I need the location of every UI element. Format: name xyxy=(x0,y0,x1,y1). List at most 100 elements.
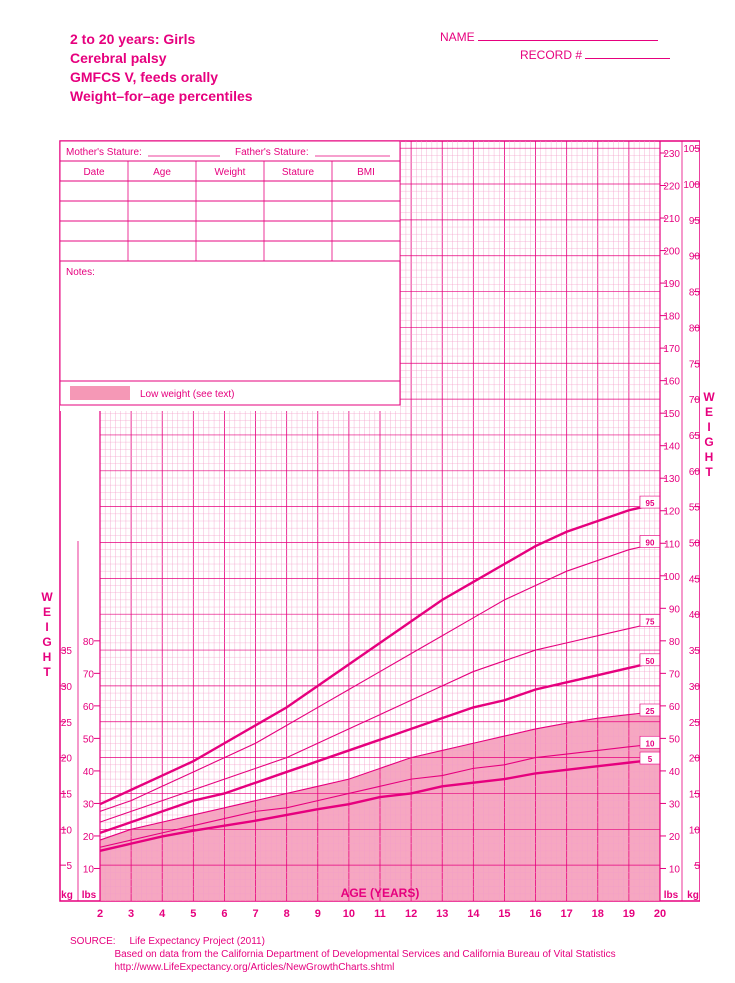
title-line-2: Cerebral palsy xyxy=(70,49,253,68)
right-lbs-label-230: 230 xyxy=(663,149,680,160)
right-kg-label-50: 50 xyxy=(689,539,700,550)
legend-label: Low weight (see text) xyxy=(140,389,235,400)
right-kg-label-60: 60 xyxy=(689,467,700,478)
right-kg-label-85: 85 xyxy=(689,288,700,299)
x-tick-5: 5 xyxy=(190,908,196,920)
right-kg-label-55: 55 xyxy=(689,503,700,514)
left-lbs-label-50: 50 xyxy=(83,734,95,745)
right-lbs-label-90: 90 xyxy=(669,604,681,615)
name-blank-line[interactable] xyxy=(478,31,658,41)
right-kg-label-95: 95 xyxy=(689,216,700,227)
source-line-2: Based on data from the California Depart… xyxy=(114,949,615,960)
right-kg-label-30: 30 xyxy=(689,682,700,693)
title-line-3: GMFCS V, feeds orally xyxy=(70,68,253,87)
right-kg-label-35: 35 xyxy=(689,646,700,657)
right-lbs-label-80: 80 xyxy=(669,637,681,648)
left-kg-label-30: 30 xyxy=(61,682,73,693)
right-lbs-label-180: 180 xyxy=(663,312,680,323)
percentile-label-10: 10 xyxy=(646,739,655,748)
title-line-4: Weight–for–age percentiles xyxy=(70,87,253,106)
right-kg-label-20: 20 xyxy=(689,754,700,765)
percentile-label-50: 50 xyxy=(646,657,655,666)
record-field: RECORD # xyxy=(520,48,670,62)
x-tick-19: 19 xyxy=(623,908,635,920)
x-tick-11: 11 xyxy=(374,908,386,920)
right-lbs-label-100: 100 xyxy=(663,572,680,583)
right-kg-label-25: 25 xyxy=(689,718,700,729)
x-axis-label: AGE (YEARS) xyxy=(341,886,420,900)
name-field: NAME xyxy=(440,30,658,44)
x-tick-15: 15 xyxy=(498,908,510,920)
growth-chart-svg: 9590755025105234567891011121314151617181… xyxy=(40,125,700,935)
percentile-label-75: 75 xyxy=(646,617,655,626)
percentile-label-5: 5 xyxy=(648,755,653,764)
right-lbs-label-210: 210 xyxy=(663,214,680,225)
x-tick-4: 4 xyxy=(159,908,166,920)
right-lbs-label-120: 120 xyxy=(663,507,680,518)
right-kg-label-80: 80 xyxy=(689,323,700,334)
right-kg-label-65: 65 xyxy=(689,431,700,442)
left-lbs-unit: lbs xyxy=(82,890,97,901)
x-tick-9: 9 xyxy=(315,908,321,920)
right-lbs-label-20: 20 xyxy=(669,832,681,843)
title-line-1: 2 to 20 years: Girls xyxy=(70,30,253,49)
source-label: SOURCE: xyxy=(70,936,116,947)
right-kg-label-40: 40 xyxy=(689,610,700,621)
record-blank-line[interactable] xyxy=(585,49,670,59)
right-kg-label-100: 100 xyxy=(683,180,700,191)
x-tick-8: 8 xyxy=(284,908,290,920)
left-kg-label-35: 35 xyxy=(61,646,73,657)
weight-label-right: WEIGHT xyxy=(702,390,716,480)
x-tick-13: 13 xyxy=(436,908,448,920)
left-lbs-label-10: 10 xyxy=(83,864,95,875)
right-kg-label-10: 10 xyxy=(689,825,700,836)
x-tick-2: 2 xyxy=(97,908,103,920)
table-col-age: Age xyxy=(153,167,171,178)
left-lbs-label-40: 40 xyxy=(83,767,95,778)
x-tick-14: 14 xyxy=(467,908,480,920)
right-kg-label-5: 5 xyxy=(694,861,700,872)
left-kg-label-5: 5 xyxy=(66,861,72,872)
father-stature-label: Father's Stature: xyxy=(235,147,309,158)
source-line-3: http://www.LifeExpectancy.org/Articles/N… xyxy=(114,962,394,973)
name-label: NAME xyxy=(440,30,475,44)
source-line-1: Life Expectancy Project (2011) xyxy=(129,936,264,947)
x-tick-18: 18 xyxy=(592,908,604,920)
left-lbs-label-80: 80 xyxy=(83,637,95,648)
table-col-date: Date xyxy=(83,167,105,178)
right-kg-label-105: 105 xyxy=(683,144,700,155)
left-lbs-label-30: 30 xyxy=(83,799,95,810)
left-kg-unit: kg xyxy=(61,890,73,901)
record-label: RECORD # xyxy=(520,48,582,62)
left-kg-label-10: 10 xyxy=(61,825,73,836)
right-lbs-label-40: 40 xyxy=(669,767,681,778)
x-tick-10: 10 xyxy=(343,908,355,920)
x-tick-6: 6 xyxy=(221,908,227,920)
percentile-label-25: 25 xyxy=(646,707,655,716)
right-lbs-unit: lbs xyxy=(664,890,679,901)
right-lbs-label-220: 220 xyxy=(663,182,680,193)
x-tick-3: 3 xyxy=(128,908,134,920)
right-kg-label-75: 75 xyxy=(689,359,700,370)
right-lbs-label-150: 150 xyxy=(663,409,680,420)
right-lbs-label-130: 130 xyxy=(663,474,680,485)
right-lbs-label-30: 30 xyxy=(669,799,681,810)
left-kg-label-20: 20 xyxy=(61,754,73,765)
x-tick-16: 16 xyxy=(529,908,541,920)
right-lbs-label-60: 60 xyxy=(669,702,681,713)
mother-stature-label: Mother's Stature: xyxy=(66,147,142,158)
table-col-stature: Stature xyxy=(282,167,315,178)
x-tick-12: 12 xyxy=(405,908,417,920)
right-kg-label-90: 90 xyxy=(689,252,700,263)
x-tick-20: 20 xyxy=(654,908,666,920)
source-block: SOURCE: Life Expectancy Project (2011) B… xyxy=(70,935,616,974)
right-lbs-label-10: 10 xyxy=(669,864,681,875)
x-tick-17: 17 xyxy=(561,908,573,920)
right-kg-label-15: 15 xyxy=(689,789,700,800)
legend-swatch xyxy=(70,386,130,400)
percentile-label-90: 90 xyxy=(646,539,655,548)
notes-label: Notes: xyxy=(66,267,95,278)
right-kg-label-70: 70 xyxy=(689,395,700,406)
left-lbs-label-60: 60 xyxy=(83,702,95,713)
left-kg-label-25: 25 xyxy=(61,718,73,729)
